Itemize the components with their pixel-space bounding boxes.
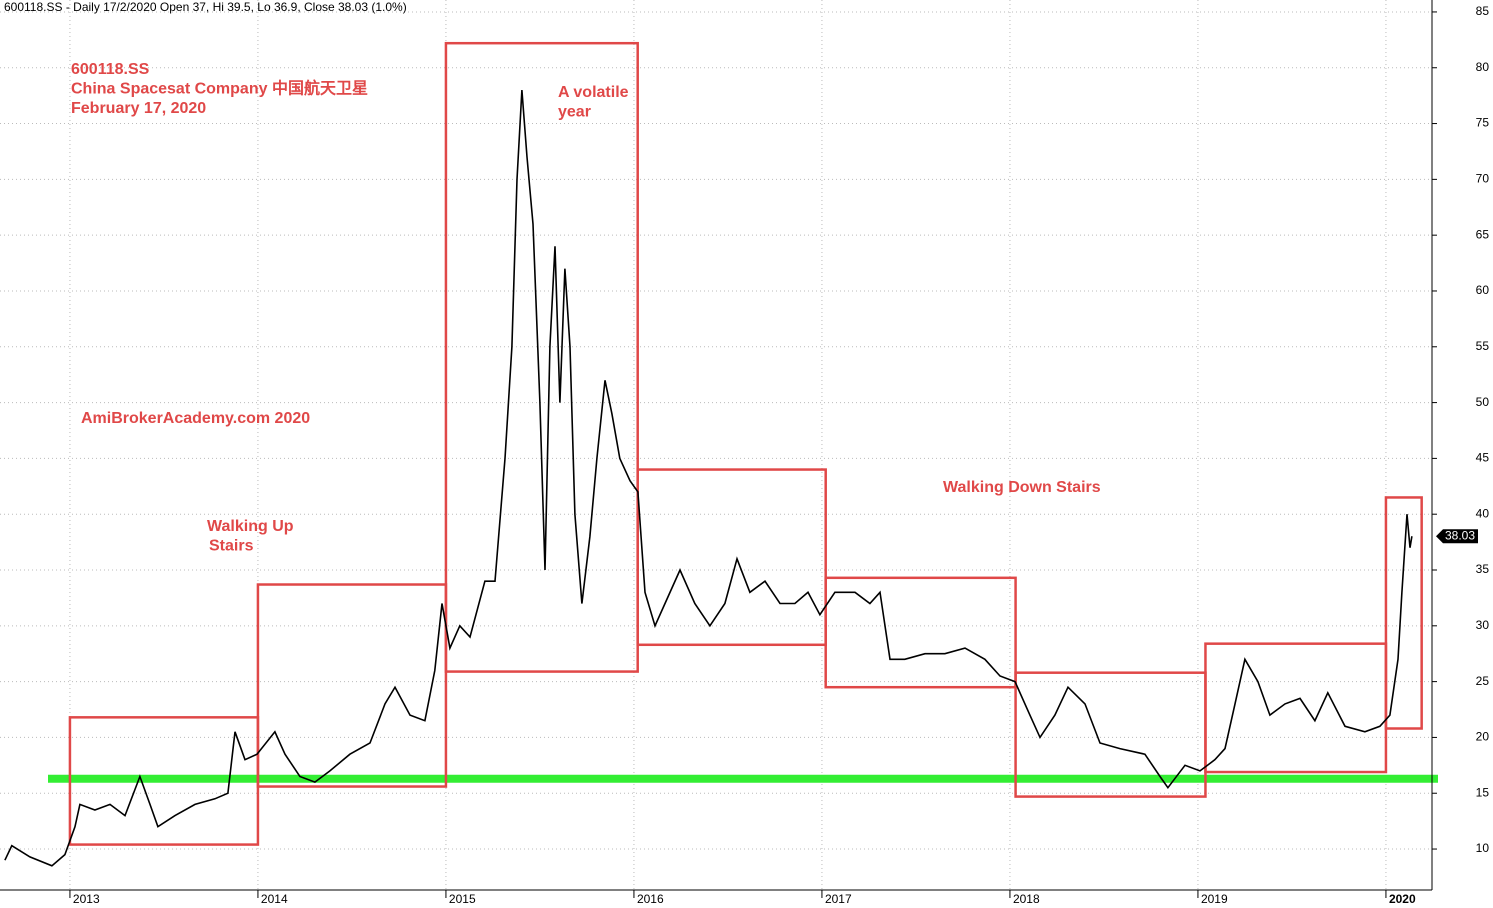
y-tick-label: 35 [1476, 562, 1490, 576]
x-tick-label: 2020 [1389, 892, 1416, 906]
last-value-label: 38.03 [1445, 528, 1475, 542]
x-tick-label: 2018 [1013, 892, 1040, 906]
annotation-box [256, 583, 448, 788]
annotation: China Spacesat Company 中国航天卫星 [71, 79, 368, 98]
y-tick-label: 45 [1476, 451, 1490, 465]
x-tick-label: 2013 [73, 892, 100, 906]
y-tick-label: 60 [1476, 283, 1490, 297]
annotation: AmiBrokerAcademy.com 2020 [81, 410, 310, 427]
y-tick-label: 80 [1476, 60, 1490, 74]
x-tick-label: 2019 [1201, 892, 1228, 906]
y-tick-label: 10 [1476, 841, 1490, 855]
y-tick-label: 40 [1476, 506, 1490, 520]
annotation: A volatile [558, 84, 629, 101]
annotation-box [636, 468, 827, 647]
annotation-box [444, 41, 639, 673]
annotation: Stairs [209, 538, 254, 555]
y-tick-label: 30 [1476, 618, 1490, 632]
marks [4, 41, 1438, 867]
y-tick-label: 25 [1476, 674, 1490, 688]
x-tick-label: 2017 [825, 892, 852, 906]
annotation: year [558, 104, 591, 121]
x-tick-label: 2014 [261, 892, 288, 906]
y-tick-label: 65 [1476, 227, 1490, 241]
annotation-box [824, 576, 1017, 689]
x-tick-label: 2015 [449, 892, 476, 906]
y-tick-label: 85 [1476, 4, 1490, 18]
price-line [4, 90, 1413, 867]
annotation: Walking Down Stairs [943, 479, 1101, 496]
y-tick-label: 55 [1476, 339, 1490, 353]
y-tick-label: 70 [1476, 172, 1490, 186]
y-tick-label: 20 [1476, 730, 1490, 744]
y-tick-label: 15 [1476, 785, 1490, 799]
y-tick-label: 75 [1476, 116, 1490, 130]
annotation-box [1384, 496, 1423, 730]
annotation: February 17, 2020 [71, 100, 206, 117]
y-tick-label: 50 [1476, 395, 1490, 409]
last-value-tag [1436, 529, 1478, 544]
x-tick-label: 2016 [637, 892, 664, 906]
header: 600118.SS - Daily 17/2/2020 Open 37, Hi … [4, 0, 407, 14]
annotation: 600118.SS [71, 61, 150, 78]
annotation: Walking Up [207, 518, 294, 535]
